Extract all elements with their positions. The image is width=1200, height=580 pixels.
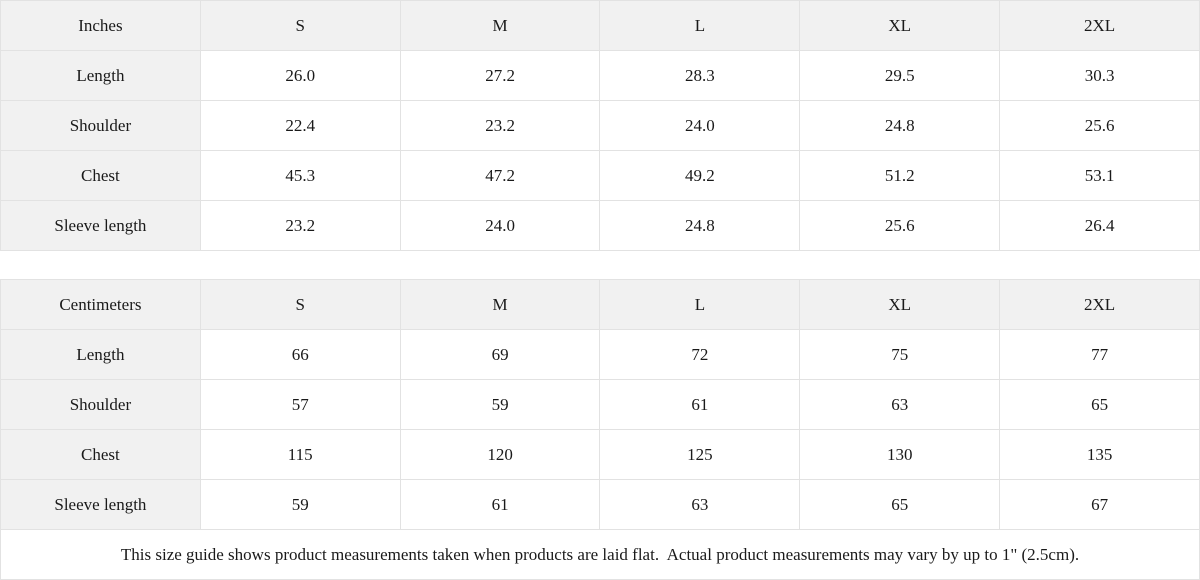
value-cell: 135 xyxy=(999,429,1200,480)
value-cell: 61 xyxy=(599,379,801,430)
table-row-shoulder: Shoulder 22.4 23.2 24.0 24.8 25.6 xyxy=(0,100,1200,151)
measurement-label-cell: Length xyxy=(0,329,201,380)
size-header-cell: XL xyxy=(799,0,1001,51)
table-row-sleeve-length: Sleeve length 23.2 24.0 24.8 25.6 26.4 xyxy=(0,200,1200,251)
value-cell: 51.2 xyxy=(799,150,1001,201)
value-cell: 120 xyxy=(399,429,601,480)
size-header-cell: L xyxy=(599,0,801,51)
size-header-cell: 2XL xyxy=(999,0,1200,51)
value-cell: 23.2 xyxy=(199,200,401,251)
value-cell: 28.3 xyxy=(599,50,801,101)
size-header-cell: L xyxy=(599,279,801,330)
value-cell: 69 xyxy=(399,329,601,380)
inches-table-body: Inches S M L XL 2XL Length 26.0 27.2 28.… xyxy=(0,0,1200,251)
value-cell: 72 xyxy=(599,329,801,380)
value-cell: 26.0 xyxy=(199,50,401,101)
table-row-chest: Chest 45.3 47.2 49.2 51.2 53.1 xyxy=(0,150,1200,201)
value-cell: 57 xyxy=(199,379,401,430)
measurement-disclaimer-note: This size guide shows product measuremen… xyxy=(0,530,1200,580)
measurement-label-cell: Chest xyxy=(0,150,201,201)
value-cell: 63 xyxy=(599,479,801,530)
value-cell: 30.3 xyxy=(999,50,1200,101)
value-cell: 115 xyxy=(199,429,401,480)
value-cell: 24.8 xyxy=(599,200,801,251)
value-cell: 23.2 xyxy=(399,100,601,151)
value-cell: 45.3 xyxy=(199,150,401,201)
size-header-cell: 2XL xyxy=(999,279,1200,330)
table-row-sleeve-length: Sleeve length 59 61 63 65 67 xyxy=(0,479,1200,530)
value-cell: 130 xyxy=(799,429,1001,480)
value-cell: 77 xyxy=(999,329,1200,380)
table-row-length: Length 66 69 72 75 77 xyxy=(0,329,1200,380)
value-cell: 49.2 xyxy=(599,150,801,201)
size-header-cell: S xyxy=(199,279,401,330)
centimeters-header-row: Centimeters S M L XL 2XL xyxy=(0,279,1200,330)
measurement-label-cell: Length xyxy=(0,50,201,101)
value-cell: 63 xyxy=(799,379,1001,430)
value-cell: 125 xyxy=(599,429,801,480)
value-cell: 59 xyxy=(399,379,601,430)
value-cell: 65 xyxy=(799,479,1001,530)
value-cell: 26.4 xyxy=(999,200,1200,251)
measurement-label-cell: Shoulder xyxy=(0,379,201,430)
centimeters-table-body: Centimeters S M L XL 2XL Length 66 69 72… xyxy=(0,279,1200,530)
centimeters-size-table: Centimeters S M L XL 2XL Length 66 69 72… xyxy=(0,279,1200,530)
measurement-label-cell: Chest xyxy=(0,429,201,480)
unit-header-cell: Centimeters xyxy=(0,279,201,330)
value-cell: 61 xyxy=(399,479,601,530)
value-cell: 25.6 xyxy=(999,100,1200,151)
value-cell: 29.5 xyxy=(799,50,1001,101)
unit-header-cell: Inches xyxy=(0,0,201,51)
value-cell: 66 xyxy=(199,329,401,380)
value-cell: 25.6 xyxy=(799,200,1001,251)
inches-size-table: Inches S M L XL 2XL Length 26.0 27.2 28.… xyxy=(0,0,1200,251)
table-row-chest: Chest 115 120 125 130 135 xyxy=(0,429,1200,480)
value-cell: 24.8 xyxy=(799,100,1001,151)
size-header-cell: M xyxy=(399,0,601,51)
size-header-cell: M xyxy=(399,279,601,330)
value-cell: 53.1 xyxy=(999,150,1200,201)
value-cell: 47.2 xyxy=(399,150,601,201)
size-header-cell: S xyxy=(199,0,401,51)
value-cell: 75 xyxy=(799,329,1001,380)
value-cell: 24.0 xyxy=(399,200,601,251)
measurement-label-cell: Shoulder xyxy=(0,100,201,151)
inches-header-row: Inches S M L XL 2XL xyxy=(0,0,1200,51)
value-cell: 65 xyxy=(999,379,1200,430)
value-cell: 59 xyxy=(199,479,401,530)
table-row-length: Length 26.0 27.2 28.3 29.5 30.3 xyxy=(0,50,1200,101)
value-cell: 27.2 xyxy=(399,50,601,101)
value-cell: 67 xyxy=(999,479,1200,530)
table-row-shoulder: Shoulder 57 59 61 63 65 xyxy=(0,379,1200,430)
measurement-label-cell: Sleeve length xyxy=(0,479,201,530)
size-header-cell: XL xyxy=(799,279,1001,330)
table-gap-spacer xyxy=(0,251,1200,279)
measurement-label-cell: Sleeve length xyxy=(0,200,201,251)
value-cell: 22.4 xyxy=(199,100,401,151)
value-cell: 24.0 xyxy=(599,100,801,151)
